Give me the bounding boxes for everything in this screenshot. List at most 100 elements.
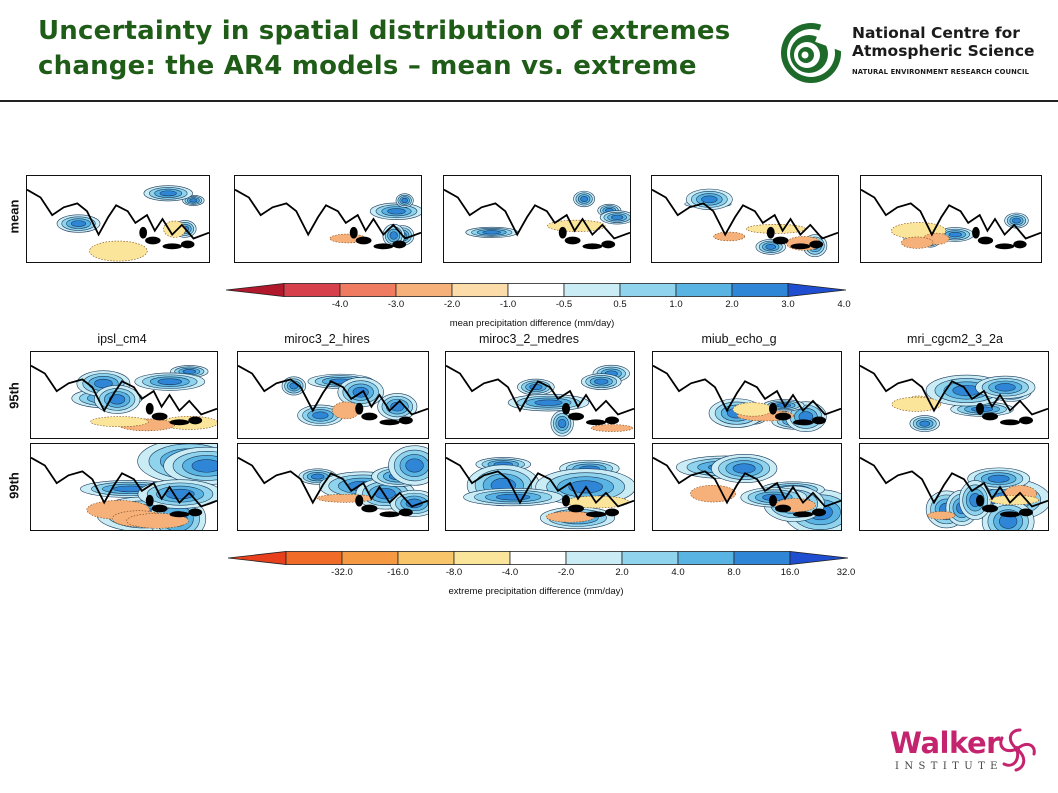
contour-blob xyxy=(387,208,406,215)
island xyxy=(373,243,394,250)
island xyxy=(568,504,584,513)
colorbar-swatch xyxy=(619,283,677,297)
mean-colorbar-label: mean precipitation difference (mm/day) xyxy=(449,318,615,329)
contour-blob xyxy=(590,424,634,432)
colorbar-swatch xyxy=(621,551,679,565)
contour-blob xyxy=(189,198,198,203)
map-contours xyxy=(31,364,217,432)
island xyxy=(769,494,777,507)
colorbar-swatch xyxy=(509,551,567,565)
colorbar-swatch xyxy=(341,551,399,565)
map-panel xyxy=(443,175,631,263)
contour-blob xyxy=(89,240,148,262)
coastline xyxy=(27,188,209,240)
island xyxy=(775,504,791,513)
map-panel xyxy=(859,443,1049,531)
coastline xyxy=(31,364,217,416)
ncas-name-line-1: National Centre for xyxy=(852,24,1020,42)
island xyxy=(769,402,777,415)
contour-blob xyxy=(126,513,189,529)
model-title-mri-cgcm2-3-2a: mri_cgcm2_3_2a xyxy=(907,332,1003,346)
island xyxy=(145,236,161,245)
coastline xyxy=(653,456,841,508)
coastline xyxy=(235,188,421,240)
island xyxy=(972,226,980,239)
colorbar-swatch xyxy=(733,551,791,565)
island xyxy=(976,494,984,507)
coastline xyxy=(653,364,841,416)
coastline xyxy=(652,188,838,240)
map-panel xyxy=(30,351,218,439)
island xyxy=(151,504,168,513)
map-contours xyxy=(860,456,1048,530)
island xyxy=(772,236,789,245)
contour-blob xyxy=(927,511,956,520)
contour-blob xyxy=(732,402,773,417)
walker-subtitle: INSTITUTE xyxy=(895,761,1003,772)
contour-blob xyxy=(163,220,186,238)
contour-blob xyxy=(109,394,126,405)
walker-institute-logo: Walker INSTITUTE xyxy=(890,726,1040,778)
extreme-colorbar-label: extreme precipitation difference (mm/day… xyxy=(448,586,624,597)
colorbar-tick-label: -2.0 xyxy=(557,567,575,578)
island xyxy=(188,416,203,425)
ncas-logo: National Centre for Atmospheric Science … xyxy=(778,20,1048,86)
coastline xyxy=(446,364,634,416)
map-panel xyxy=(237,443,429,531)
map-contours xyxy=(446,456,634,530)
island xyxy=(355,236,372,245)
slide-title-line-2: change: the AR4 models – mean vs. extrem… xyxy=(38,51,697,81)
island xyxy=(355,402,364,415)
colorbar-tick-label: -2.0 xyxy=(443,299,461,310)
ncas-swirl-icon xyxy=(781,23,844,83)
contour-blob xyxy=(732,463,756,474)
contour-blob xyxy=(310,473,325,480)
colorbar-swatch xyxy=(339,283,397,297)
contour-blob xyxy=(161,415,217,430)
contour-blob xyxy=(948,231,962,238)
colorbar-swatch xyxy=(453,551,511,565)
row-label-mean: mean xyxy=(6,199,22,234)
contour-blob xyxy=(611,214,624,220)
colorbar-swatch xyxy=(285,551,343,565)
contour-blob xyxy=(994,383,1016,392)
map-panel xyxy=(445,351,635,439)
colorbar-swatch xyxy=(451,283,509,297)
contour-blob xyxy=(989,494,1040,505)
island xyxy=(169,419,190,426)
map-panel xyxy=(652,351,842,439)
map-contours xyxy=(238,445,428,518)
map-contours xyxy=(31,444,217,530)
colorbar-arrow-right xyxy=(789,551,848,565)
coastline xyxy=(861,188,1041,240)
island xyxy=(1013,240,1027,249)
map-contours xyxy=(238,364,428,427)
island xyxy=(398,416,413,425)
map-panel xyxy=(26,175,210,263)
island xyxy=(1019,508,1033,517)
island xyxy=(601,240,616,249)
walker-name: Walker xyxy=(890,726,1000,760)
island xyxy=(562,402,570,415)
island xyxy=(145,494,154,507)
coastline xyxy=(238,364,428,416)
title-divider xyxy=(0,100,1058,102)
colorbar-swatch xyxy=(677,551,735,565)
colorbar-swatch xyxy=(283,283,341,297)
contour-blob xyxy=(70,220,87,227)
model-title-miroc3-2-medres: miroc3_2_medres xyxy=(478,332,580,346)
model-title-miub-echo-g: miub_echo_g xyxy=(701,332,777,346)
island xyxy=(355,494,364,507)
island xyxy=(1000,511,1020,518)
colorbar-tick-label: 32.0 xyxy=(836,567,856,578)
colorbar-swatch xyxy=(397,551,455,565)
contour-blob xyxy=(765,244,777,250)
contour-blob xyxy=(316,494,374,503)
map-panel xyxy=(652,443,842,531)
island xyxy=(1019,416,1033,425)
contour-blob xyxy=(182,369,197,374)
map-panel xyxy=(234,175,422,263)
colorbar-tick-label: 16.0 xyxy=(780,567,800,578)
island xyxy=(995,243,1015,250)
contour-blob xyxy=(1012,217,1021,224)
